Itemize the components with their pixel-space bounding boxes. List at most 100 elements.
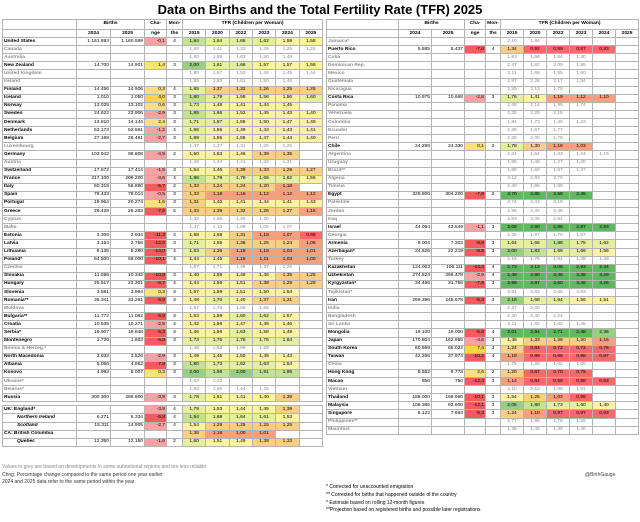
country-name: Turkey — [326, 255, 399, 265]
change-percent — [144, 344, 168, 354]
country-name: Mongolia — [326, 328, 399, 338]
tfr-20: 1,66 — [205, 109, 230, 120]
tfr-25 — [615, 215, 640, 225]
tfr-23: 1,50 — [251, 77, 277, 87]
tfr-15: 1,96 — [182, 174, 207, 184]
births-2025 — [109, 304, 146, 314]
country-name: Switzerland — [2, 166, 77, 176]
tfr-25 — [615, 53, 640, 63]
change-percent — [464, 37, 487, 47]
tfr-22: 1,55 — [546, 182, 571, 192]
births-2025 — [109, 263, 146, 273]
change-percent: -6,8 — [144, 336, 168, 346]
change-percent — [464, 150, 487, 160]
births-2025: 6.334 — [109, 413, 146, 423]
tfr-23: 1,91 — [251, 368, 277, 379]
tfr-20: 1,73 — [523, 118, 548, 128]
tfr-23: 1,26 — [251, 85, 277, 95]
tfr-20: 1,41 — [523, 93, 548, 103]
table-row: Slovenia 3.581 3.994 0,3 3 1,57 1,59 1,51 1,50 1,… — [2, 287, 324, 298]
births-2025 — [109, 344, 146, 354]
births-2025 — [109, 223, 146, 233]
change-percent: 0,3 — [144, 287, 168, 298]
tfr-25 — [615, 174, 640, 184]
tfr-22: 1,27 — [546, 158, 571, 168]
change-percent: -14,4 — [464, 263, 487, 273]
births-2024: 24.299 — [398, 142, 432, 152]
tfr-20: 1,55 — [205, 385, 230, 395]
tfr-24 — [592, 158, 617, 168]
births-2025: 266.478 — [430, 271, 466, 281]
change-percent: -0,5 — [144, 190, 168, 200]
table-row: Mongolia 19.100 18.000 -5,8 4 3,01 2,94 2,71 2,4… — [326, 328, 640, 338]
header-months: Mon- — [166, 19, 184, 30]
months-count — [166, 45, 184, 55]
tfr-25 — [615, 126, 640, 136]
change-percent: -4,9 — [144, 150, 168, 160]
tfr-20: 2,00 — [523, 134, 548, 144]
tfr-24 — [592, 360, 617, 370]
tfr-23: 1,75 — [251, 336, 277, 346]
months-count: 4 — [485, 328, 502, 338]
country-name: Greece — [2, 207, 77, 217]
country-name: Azerbaijan* — [326, 247, 399, 257]
tfr-24 — [275, 215, 300, 225]
tfr-15: 1,24 — [500, 409, 525, 419]
tfr-22: 1,64 — [546, 296, 571, 306]
change-percent: 4,0 — [144, 93, 168, 103]
months-count: 3 — [166, 93, 184, 103]
tfr-20: 2,13 — [523, 85, 548, 95]
tfr-20: 1,37 — [205, 85, 230, 95]
country-name: Uruguay — [326, 158, 399, 168]
table-row: Azerbaijan* 24.526 22.219 -8,8 3 2,00 1,83 1,69… — [326, 247, 640, 257]
months-count: 4 — [485, 352, 502, 362]
tfr-25 — [298, 158, 324, 168]
months-count: 3 — [166, 271, 184, 281]
change-percent: -8,8 — [464, 239, 487, 249]
table-row: Nicaragua 2,55 2,13 1,79 — [326, 85, 640, 95]
tfr-24: 2,44 — [592, 263, 617, 273]
births-2025: 1.603 — [109, 336, 146, 346]
tfr-20: 1,39 — [205, 207, 230, 217]
tfr-23: 1,18 — [251, 231, 277, 241]
tfr-24: 1,51 — [592, 296, 617, 306]
tfr-25 — [298, 413, 324, 423]
header-tfr: TFR (Children per Woman) — [182, 19, 324, 30]
tfr-23: 1,44 — [251, 101, 277, 111]
births-2025 — [430, 198, 466, 209]
tfr-15: 2,73 — [500, 263, 525, 273]
tfr-24 — [592, 182, 617, 192]
tfr-15: 2,45 — [500, 101, 525, 111]
tfr-25 — [615, 401, 640, 411]
births-2025: 93.600 — [430, 401, 466, 411]
births-2024: 1.720 — [76, 336, 111, 346]
country-name: Ukraine* — [2, 377, 77, 387]
births-2025: 33.261 — [109, 296, 146, 306]
tfr-25: 1,56 — [298, 174, 324, 184]
change-percent: -2,9 — [144, 109, 168, 120]
births-2024 — [398, 231, 432, 241]
tfr-24: 1,18 — [275, 182, 300, 192]
change-percent: -3,8 — [144, 393, 168, 403]
months-count — [485, 126, 502, 136]
country-name: Spain — [2, 190, 77, 200]
tfr-23: 1,74 — [569, 101, 594, 111]
tfr-23: 1,30 — [251, 215, 277, 225]
tfr-22: 1,85 — [546, 101, 571, 111]
note-estimate: * Estimate based on rolling 12-month fig… — [326, 499, 425, 506]
births-2025: 13.102 — [109, 101, 146, 111]
tfr-25 — [615, 393, 640, 403]
tfr-25 — [298, 405, 324, 415]
tfr-22: 1,44 — [228, 385, 253, 395]
births-2025 — [430, 118, 466, 128]
country-name: Armenia — [326, 239, 399, 249]
tfr-23: 2,48 — [569, 328, 594, 338]
tfr-20: 2,44 — [523, 207, 548, 217]
tfr-22: 1,41 — [228, 158, 253, 168]
table-row: Colombia 1,94 1,73 1,40 1,23 — [326, 118, 640, 128]
births-2024 — [398, 425, 432, 435]
tfr-23: 1,45 — [251, 405, 277, 415]
table-row: Taiwan 42.266 37.974 -10,2 4 1,18 0,99 0,86 0,88… — [326, 352, 640, 362]
tfr-25 — [615, 279, 640, 290]
months-count — [485, 53, 502, 63]
